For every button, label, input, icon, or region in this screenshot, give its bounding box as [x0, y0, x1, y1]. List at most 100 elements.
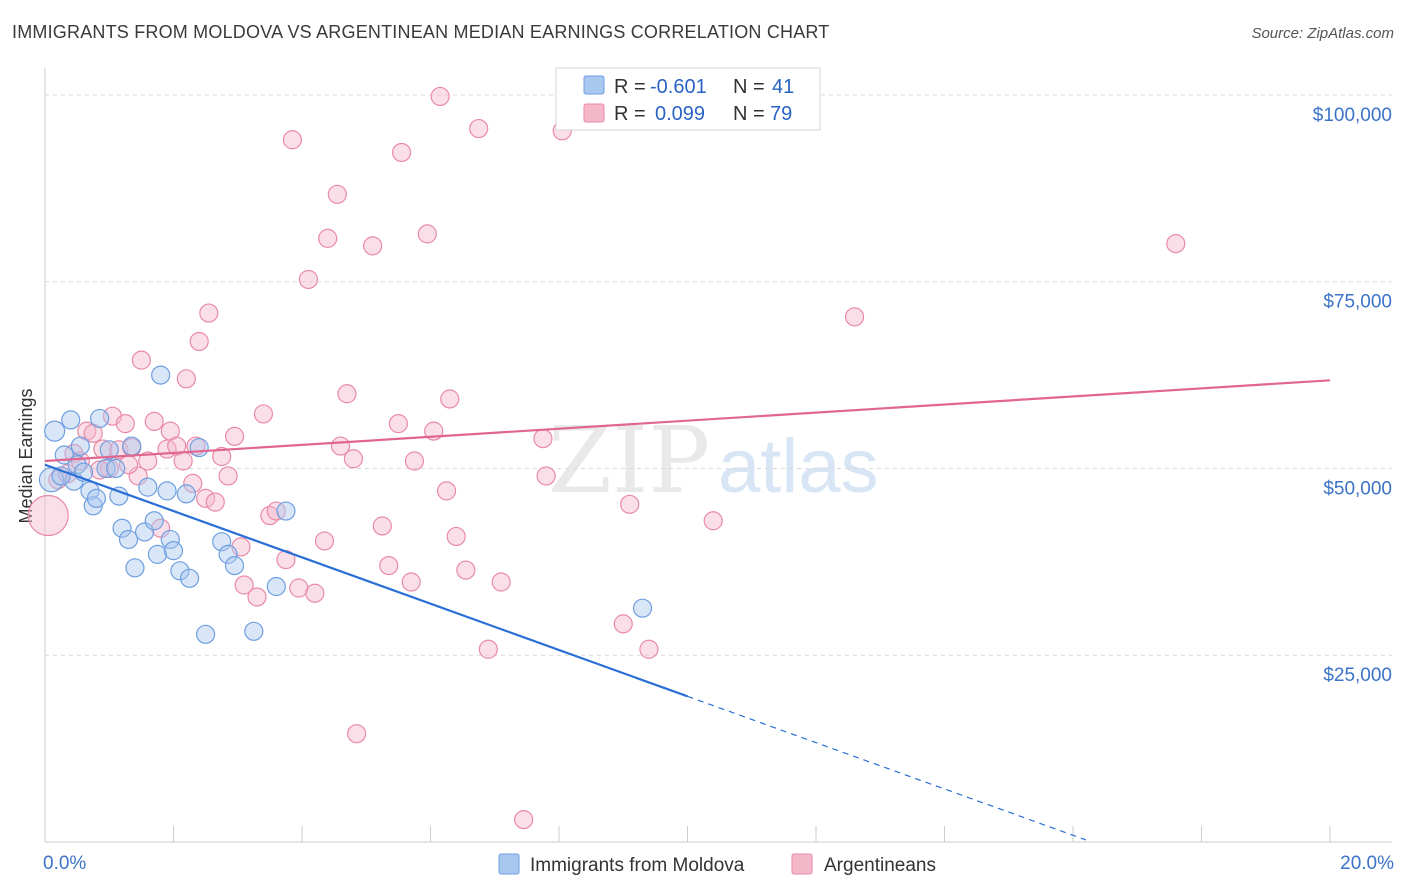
- data-point: [173, 451, 193, 471]
- series-legend-swatch-moldova: [498, 853, 520, 875]
- y-tick-labels: $25,000 $50,000 $75,000 $100,000: [1313, 105, 1392, 686]
- data-point: [632, 598, 653, 618]
- data-point: [514, 809, 534, 830]
- data-point: [147, 544, 168, 564]
- data-point: [703, 511, 723, 531]
- data-point: [118, 529, 139, 550]
- data-point: [106, 458, 126, 479]
- data-point: [138, 451, 158, 471]
- chart-title: IMMIGRANTS FROM MOLDOVA VS ARGENTINEAN M…: [12, 22, 830, 42]
- data-point: [266, 576, 286, 597]
- data-point: [244, 621, 264, 641]
- x-tick-label-min: 0.0%: [43, 853, 86, 874]
- data-point: [491, 572, 511, 592]
- source-note: Source: ZipAtlas.com: [1251, 25, 1394, 42]
- data-point: [613, 614, 633, 634]
- data-point: [533, 428, 553, 449]
- data-point: [337, 384, 357, 404]
- stats-legend-n-label-1: N =: [733, 76, 765, 98]
- series-legend-label-moldova: Immigrants from Moldova: [530, 855, 745, 876]
- stats-legend-n-label-2: N =: [733, 103, 765, 125]
- data-point: [318, 228, 338, 248]
- data-point: [391, 142, 412, 163]
- data-point: [205, 492, 225, 512]
- data-point: [253, 404, 274, 424]
- watermark: ZIP atlas: [548, 407, 879, 514]
- data-point: [144, 511, 164, 531]
- data-point: [363, 236, 383, 256]
- trendline-moldova: [44, 463, 688, 698]
- data-point: [388, 414, 408, 434]
- series-legend-swatch-argentineans: [791, 853, 813, 875]
- data-point: [61, 410, 81, 430]
- data-point: [224, 426, 245, 446]
- data-point: [122, 436, 142, 456]
- data-point: [160, 529, 180, 550]
- stats-legend-r-value-1: -0.601: [650, 76, 707, 98]
- data-point: [196, 624, 216, 644]
- data-point: [176, 369, 196, 389]
- data-point: [151, 365, 171, 385]
- data-point: [90, 460, 110, 480]
- series-legend-label-argentineans: Argentineans: [824, 855, 936, 876]
- data-point: [343, 449, 363, 469]
- data-point: [289, 578, 309, 598]
- data-point: [276, 501, 296, 521]
- data-point: [436, 481, 457, 501]
- data-point: [224, 555, 245, 576]
- data-point: [347, 724, 367, 744]
- data-point: [234, 575, 254, 595]
- trendline-moldova-extension: [687, 695, 1087, 841]
- stats-legend-r-label-1: R =: [614, 76, 646, 98]
- data-point: [1166, 234, 1186, 254]
- data-point: [456, 560, 476, 580]
- series-moldova: [38, 365, 653, 644]
- data-point: [620, 494, 640, 514]
- data-point: [379, 555, 399, 576]
- trendline-argentineans: [44, 379, 1331, 463]
- data-point: [44, 420, 66, 442]
- watermark-atlas: atlas: [718, 424, 879, 509]
- data-point: [179, 568, 200, 588]
- data-point: [27, 494, 69, 537]
- y-tick-label: $50,000: [1323, 478, 1392, 499]
- data-point: [282, 130, 302, 150]
- data-point: [189, 331, 209, 352]
- y-tick-label: $100,000: [1313, 105, 1392, 126]
- stats-legend-swatch-blue: [583, 75, 605, 95]
- data-point: [176, 484, 196, 504]
- series-legend: Immigrants from Moldova Argentineans: [498, 853, 936, 876]
- x-tick-label-max: 20.0%: [1340, 853, 1394, 874]
- data-point: [183, 473, 203, 494]
- data-point: [196, 488, 216, 508]
- data-point: [218, 466, 238, 486]
- data-point: [90, 408, 110, 429]
- data-point: [469, 118, 489, 139]
- y-tick-label: $25,000: [1323, 665, 1392, 686]
- data-point: [125, 558, 145, 578]
- stats-legend-r-value-2: 0.099: [655, 103, 705, 125]
- data-point: [417, 224, 437, 244]
- stats-legend: R = -0.601 N = 41 R = 0.099 N = 79: [555, 67, 821, 131]
- data-point: [70, 436, 90, 456]
- data-point: [314, 531, 335, 551]
- data-point: [189, 437, 209, 458]
- stats-legend-n-value-1: 41: [772, 76, 794, 98]
- data-point: [478, 639, 498, 659]
- data-point: [430, 86, 450, 107]
- stats-legend-n-value-2: 79: [770, 103, 792, 125]
- data-point: [298, 269, 319, 290]
- data-point: [404, 451, 425, 471]
- gridlines: [45, 94, 1392, 656]
- data-point: [86, 488, 107, 508]
- data-point: [170, 561, 190, 581]
- data-point: [99, 440, 119, 460]
- data-point: [401, 572, 421, 592]
- x-ticks: [44, 826, 1331, 842]
- data-point: [109, 486, 129, 506]
- data-point: [112, 518, 132, 538]
- data-point: [639, 639, 659, 659]
- data-point: [372, 516, 392, 536]
- data-point: [266, 501, 286, 521]
